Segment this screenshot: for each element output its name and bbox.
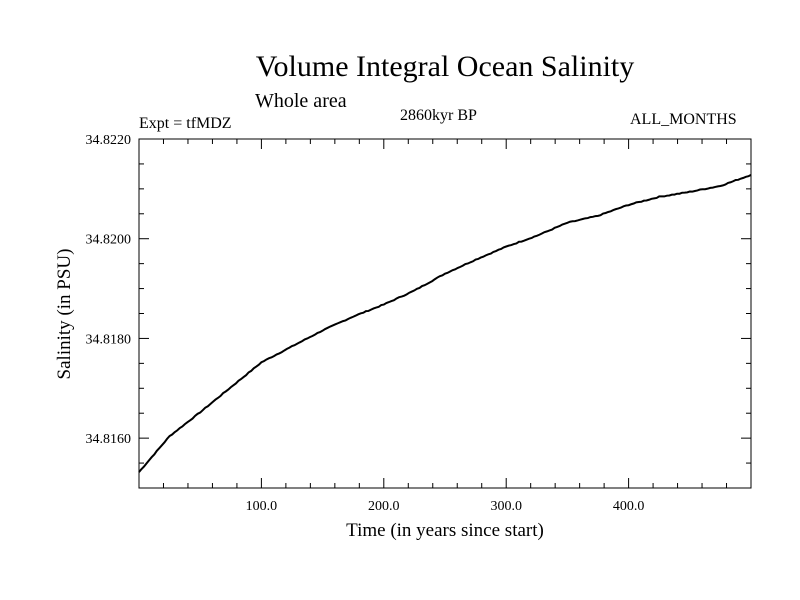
months-label: ALL_MONTHS [630,111,737,128]
y-axis-label: Salinity (in PSU) [54,249,75,380]
experiment-label: Expt = tfMDZ [139,115,232,132]
chart-title: Volume Integral Ocean Salinity [255,50,635,83]
y-tick-label: 34.8160 [86,432,132,447]
x-tick-label: 300.0 [490,499,522,514]
x-axis-label: Time (in years since start) [346,520,544,541]
y-tick-label: 34.8200 [86,233,132,248]
period-label: 2860kyr BP [400,107,477,124]
y-tick-label: 34.8220 [86,133,132,148]
chart-subtitle: Whole area [255,90,347,112]
plot-frame [138,138,752,489]
y-tick-label: 34.8180 [86,332,132,347]
axis-ticks [139,139,751,488]
salinity-series-line [138,174,752,473]
tick-labels: 100.0 200.0 300.0 400.0 34.8160 34.8180 34.820… [86,133,645,514]
x-tick-label: 200.0 [368,499,400,514]
x-tick-label: 100.0 [246,499,278,514]
x-tick-label: 400.0 [613,499,645,514]
